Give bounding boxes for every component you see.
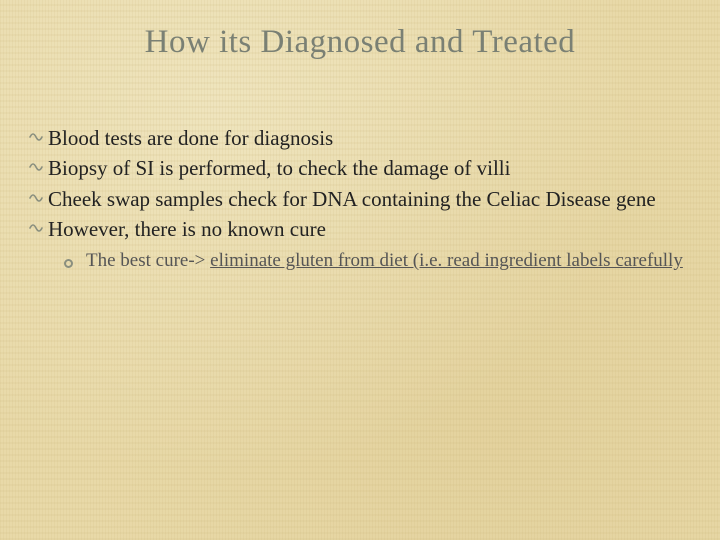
bullet-text: Blood tests are done for diagnosis [48, 124, 692, 152]
sub-bullet-item: The best cure-> eliminate gluten from di… [64, 249, 692, 275]
bullet-text: However, there is no known cure [48, 215, 692, 243]
bullet-text: Cheek swap samples check for DNA contain… [48, 185, 692, 213]
sub-underlined: eliminate gluten from diet (i.e. read in… [210, 250, 683, 271]
bullet-item: Biopsy of SI is performed, to check the … [28, 154, 692, 182]
sub-bullet-text: The best cure-> eliminate gluten from di… [86, 249, 692, 274]
bullet-text: Biopsy of SI is performed, to check the … [48, 154, 692, 182]
bullet-item: Blood tests are done for diagnosis [28, 124, 692, 152]
bullet-item: Cheek swap samples check for DNA contain… [28, 185, 692, 213]
slide-title: How its Diagnosed and Treated [0, 24, 720, 61]
curl-bullet-icon [28, 124, 48, 151]
bullet-item: However, there is no known cure [28, 215, 692, 243]
sub-prefix: The best cure-> [86, 250, 210, 271]
ring-bullet-icon [64, 249, 86, 275]
curl-bullet-icon [28, 215, 48, 242]
curl-bullet-icon [28, 154, 48, 181]
curl-bullet-icon [28, 185, 48, 212]
slide-body: Blood tests are done for diagnosis Biops… [28, 124, 692, 275]
